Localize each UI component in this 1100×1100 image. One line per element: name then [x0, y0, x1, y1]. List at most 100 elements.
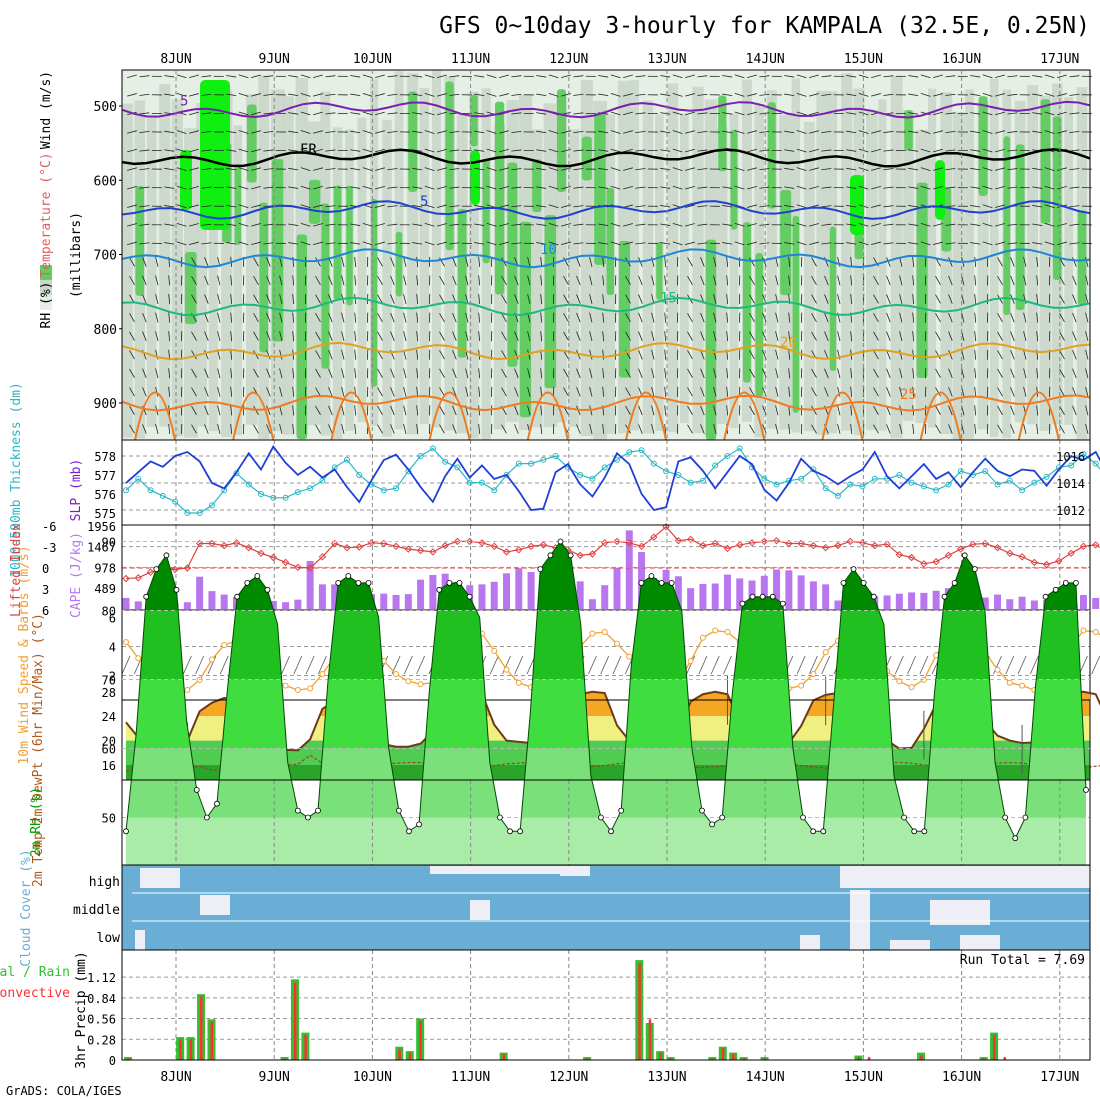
wind-barb	[995, 167, 1005, 171]
li-tick-label: -3	[42, 541, 56, 555]
wind-barb	[377, 368, 383, 378]
wind-barb	[511, 75, 522, 78]
wind-barb	[387, 93, 398, 96]
wind-barb	[416, 331, 419, 342]
top-day-label: 9JUN	[259, 52, 290, 67]
wind-barb	[452, 387, 457, 397]
legend-total-rain: Total / Rain	[0, 965, 70, 980]
wind-barb	[362, 74, 373, 79]
wind-barb	[796, 222, 807, 227]
wind-barb	[168, 331, 171, 342]
cape-bar	[760, 575, 768, 609]
y-tick-label: 600	[94, 174, 117, 189]
lifted-index-point	[797, 539, 805, 548]
wind-barb	[651, 424, 655, 434]
wind-barb	[362, 111, 373, 116]
wind-barb	[527, 386, 531, 397]
cloud-row-label: middle	[73, 903, 120, 918]
wind-barb	[912, 423, 915, 435]
thickness-point	[282, 494, 289, 501]
lifted-index-point	[723, 544, 732, 553]
wind-barb	[598, 130, 609, 134]
wind-barb	[350, 112, 361, 115]
wind-barb	[920, 241, 931, 246]
wind-barb	[313, 223, 323, 227]
thickness-point	[1080, 451, 1087, 458]
lifted-index-point	[625, 539, 633, 547]
thickness-point	[159, 492, 166, 499]
rh-area-green	[544, 215, 557, 389]
wind-barb	[315, 405, 321, 415]
wind-barb	[995, 223, 1005, 227]
precip-convective-bar	[920, 1055, 923, 1060]
cape-bar	[220, 594, 228, 609]
wind-barb	[375, 204, 385, 208]
rh-point	[496, 814, 503, 821]
wind-barb	[412, 186, 423, 189]
lifted-index-point	[490, 542, 498, 551]
cloud-gap	[840, 866, 1090, 888]
rh-point	[254, 573, 261, 579]
wind-barb	[1044, 130, 1055, 134]
cape-bar	[908, 592, 916, 609]
bottom-day-label: 16JUN	[942, 1070, 981, 1085]
rh-area-mid	[159, 84, 171, 427]
top-day-label: 13JUN	[647, 52, 686, 67]
wind-barb	[623, 241, 633, 246]
wind-barb	[527, 275, 531, 286]
wind-barb	[511, 149, 522, 152]
rh-area-mid	[580, 80, 593, 436]
wind-barb	[970, 242, 981, 245]
wind-barb	[759, 93, 770, 96]
rh-point	[598, 814, 604, 821]
wind-barb	[883, 93, 894, 96]
wind-barb	[933, 241, 943, 246]
wind-barb	[511, 186, 522, 189]
wind-barb	[325, 205, 336, 208]
wind-barb	[439, 387, 445, 397]
wind-barb	[387, 75, 398, 78]
cape-bar	[834, 600, 842, 609]
wind-barb	[416, 368, 419, 379]
wind-barb	[635, 93, 646, 96]
wind-barb	[974, 275, 977, 286]
wind-barb	[945, 149, 956, 152]
rh-area-mid	[122, 103, 133, 438]
wind-barb	[784, 186, 795, 189]
wind-barb	[982, 74, 993, 79]
thickness-point	[380, 487, 387, 494]
wind-barb	[602, 294, 605, 305]
rh-area-green	[519, 221, 532, 418]
rh-area-green	[1015, 144, 1025, 311]
wind-barb	[846, 93, 857, 97]
wind-barb	[279, 331, 283, 342]
ylabel-cape: CAPE (J/kg)	[69, 532, 84, 618]
wind-barb	[341, 405, 345, 416]
wind-barb	[251, 167, 261, 171]
thickness-point	[650, 460, 657, 467]
cloud-row-label: low	[97, 931, 121, 946]
wind-barb	[168, 312, 171, 323]
wind-barb	[514, 349, 519, 360]
wind-barb	[784, 167, 795, 171]
wind-barb	[263, 186, 274, 189]
wind-barb	[281, 655, 290, 675]
wind-barb	[164, 186, 175, 189]
rh-point	[123, 828, 129, 835]
wind-barb	[912, 386, 915, 397]
wind-barb	[292, 423, 295, 435]
wind-barb	[201, 168, 212, 171]
wind-barb	[775, 349, 779, 360]
bottom-day-labels: 8JUN 9JUN 10JUN 11JUN 12JUN 13JUN 14JUN 15JUN 16…	[160, 1070, 1079, 1085]
wind-barb	[217, 294, 221, 304]
top-day-label: 16JUN	[942, 52, 981, 67]
wind-barb	[1029, 655, 1039, 675]
wind-barb	[811, 257, 817, 267]
wind-barb	[824, 331, 829, 341]
rh-area-mid	[308, 121, 322, 426]
wind-barb	[1057, 93, 1067, 97]
wind-barb	[883, 186, 894, 189]
bottom-day-label: 17JUN	[1040, 1070, 1079, 1085]
rh-point	[921, 828, 928, 835]
wind-barb	[437, 223, 447, 227]
